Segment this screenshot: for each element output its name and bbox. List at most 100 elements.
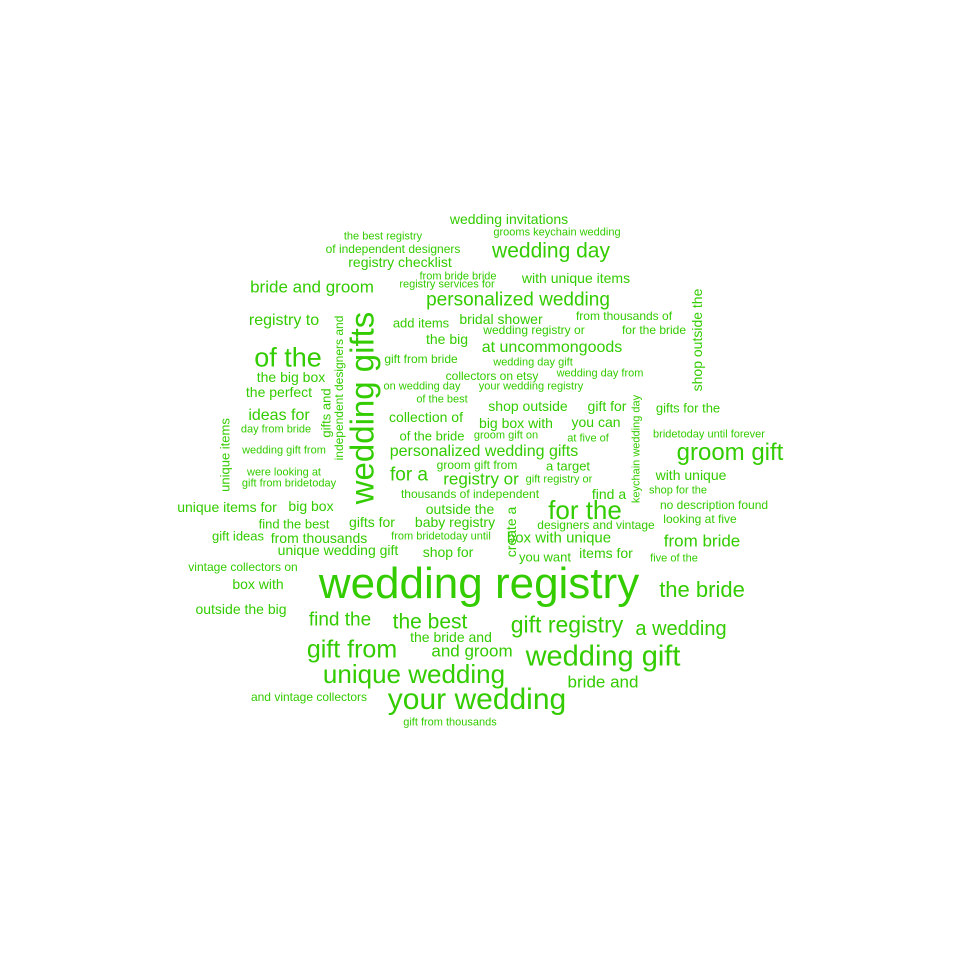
word: gift registry [510,611,624,638]
word: five of the [650,552,698,565]
word: gifts for the [655,400,721,416]
word: registry to [248,312,320,329]
word: a wedding [635,618,727,640]
word: the bride and [410,629,492,645]
word: wedding gift from [242,444,326,457]
word: the bride [659,577,745,602]
word: designers and vintage [537,518,655,532]
word: of the [254,342,322,373]
word: box with unique [506,529,612,547]
word: from bridetoday until [391,530,491,543]
word: the big [425,331,469,347]
word: and groom [431,641,513,661]
word: groom gift from [436,458,518,472]
word-vertical: keychain wedding day [630,394,643,504]
word: of the best [416,393,468,406]
word: your wedding [387,683,567,716]
word: groom gift on [473,429,539,442]
word: wedding registry [318,559,640,608]
word: outside the big [195,601,287,617]
word: unique items for [177,499,277,515]
word-vertical: wedding gifts [343,311,381,505]
word-vertical: shop outside the [689,288,705,392]
word: your wedding registry [478,380,584,393]
word-vertical: create a [503,506,519,558]
word: gift for [587,398,627,414]
word: gifts for [349,514,395,530]
word: were looking at [247,466,321,479]
word-vertical: gifts and [318,388,334,438]
word: from thousands [270,530,368,546]
word: box with [232,576,284,592]
word: find a [591,486,627,502]
word-vertical: unique items [217,418,233,492]
word: gift from bride [384,352,458,366]
word: the perfect [245,384,313,400]
word: of independent designers [325,242,461,256]
word: with unique [655,467,727,483]
word: gift from bridetoday [241,477,337,490]
word: the big box [256,369,326,385]
word: collectors on etsy [445,369,539,383]
word: for the [548,495,622,525]
word: unique wedding [322,659,506,689]
word: wedding day from [556,367,644,380]
word: no description found [659,498,769,512]
word: registry services for [399,278,495,291]
word: for the bride [621,323,687,337]
word: find the best [258,516,330,532]
word: wedding day [492,239,610,263]
word: shop for the [648,484,708,497]
word: with unique items [521,270,631,286]
word: the best [392,610,468,634]
word: wedding gift [525,640,681,673]
word: baby registry [414,514,496,530]
word: registry checklist [348,254,452,270]
word: big box [288,498,334,514]
word: at uncommongoods [481,339,623,356]
word: gift registry or [525,473,593,486]
word: at five of [567,432,609,445]
word: bridetoday until forever [653,428,765,441]
word: day from bride [240,423,312,436]
word: on wedding day [383,380,461,393]
word: wedding registry or [483,323,585,337]
word: you can [571,414,621,430]
word: find the [308,609,372,631]
word: wedding invitations [449,211,569,227]
word: shop for [422,544,474,560]
word: grooms keychain wedding [493,226,621,239]
word: personalized wedding gifts [389,443,579,460]
word: personalized wedding [426,289,610,311]
word: outside the [425,501,495,517]
word: items for [579,545,633,561]
word: from thousands of [575,309,673,323]
word: ideas for [248,407,310,424]
word: and vintage collectors [250,690,368,704]
word: gift from thousands [403,716,497,729]
word: groom gift [676,439,784,466]
word: bride and groom [250,277,374,297]
word: gift from [306,635,398,664]
word-vertical: independent designers and [332,315,346,461]
word: bride and [567,672,639,692]
word: shop outside [488,398,568,414]
word: registry or [443,469,519,489]
word: collection of [389,409,463,425]
word: gift ideas [211,528,265,544]
word: big box with [479,415,553,431]
word: wedding day gift [493,356,573,369]
word: unique wedding gift [277,542,399,558]
word: vintage collectors on [188,560,298,574]
word: bridal shower [459,311,543,327]
word: add items [392,315,450,331]
word: a target [545,458,591,474]
word: from bride [663,531,741,551]
word: from bride bride [419,270,497,283]
word: looking at five [663,512,737,526]
word: the best registry [343,230,423,243]
word: thousands of independent [400,487,540,501]
word: you want [518,549,572,565]
word: of the bride [399,428,465,444]
